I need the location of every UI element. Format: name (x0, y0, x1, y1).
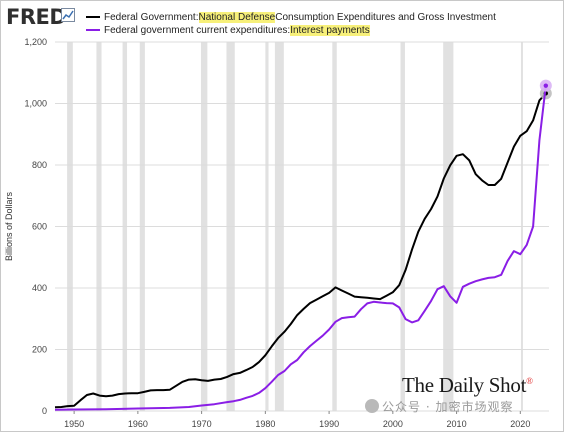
y-tick-label: 1,000 (24, 99, 47, 109)
y-tick-label: 400 (32, 283, 47, 293)
legend-prefix: Federal government current expenditures: (104, 24, 291, 36)
publisher-logo: The Daily Shot® (402, 373, 533, 398)
x-tick-label: 1960 (128, 419, 148, 429)
fred-logo[interactable]: FRED (6, 5, 67, 29)
wechat-icon (365, 399, 379, 413)
watermark: 公众号 · 加密市场观察 (365, 398, 513, 415)
watermark-text: 公众号 · 加密市场观察 (382, 400, 514, 414)
y-tick-label: 600 (32, 222, 47, 232)
y-tick-label: 200 (32, 345, 47, 355)
legend-swatch (86, 29, 100, 31)
legend-suffix: Consumption Expenditures and Gross Inves… (275, 11, 496, 23)
x-tick-label: 2020 (510, 419, 530, 429)
x-tick-label: 1970 (192, 419, 212, 429)
legend-highlight: Interest payments (290, 24, 370, 36)
publisher-mark: ® (526, 376, 533, 386)
publisher-name: The Daily Shot (402, 373, 527, 397)
series-end-point (543, 83, 549, 88)
legend-prefix: Federal Government: (104, 11, 199, 23)
series-line-2 (54, 85, 547, 411)
legend-item-interest-payments[interactable]: Federal government current expenditures:… (86, 23, 370, 37)
y-axis-label: Billions of Dollars (4, 191, 14, 261)
legend-swatch (86, 16, 100, 18)
series-line-1 (54, 92, 547, 409)
x-tick-label: 1950 (64, 419, 84, 429)
y-tick-label: 0 (42, 406, 47, 416)
x-tick-label: 1980 (255, 419, 275, 429)
x-tick-label: 2010 (447, 419, 467, 429)
y-tick-label: 1,200 (24, 37, 47, 47)
y-tick-label: 800 (32, 160, 47, 170)
x-tick-label: 1990 (319, 419, 339, 429)
legend-highlight: National Defense (198, 11, 276, 23)
x-tick-label: 2000 (383, 419, 403, 429)
legend-item-national-defense[interactable]: Federal Government: National Defense Con… (86, 10, 496, 24)
chart-line-icon (61, 8, 75, 22)
